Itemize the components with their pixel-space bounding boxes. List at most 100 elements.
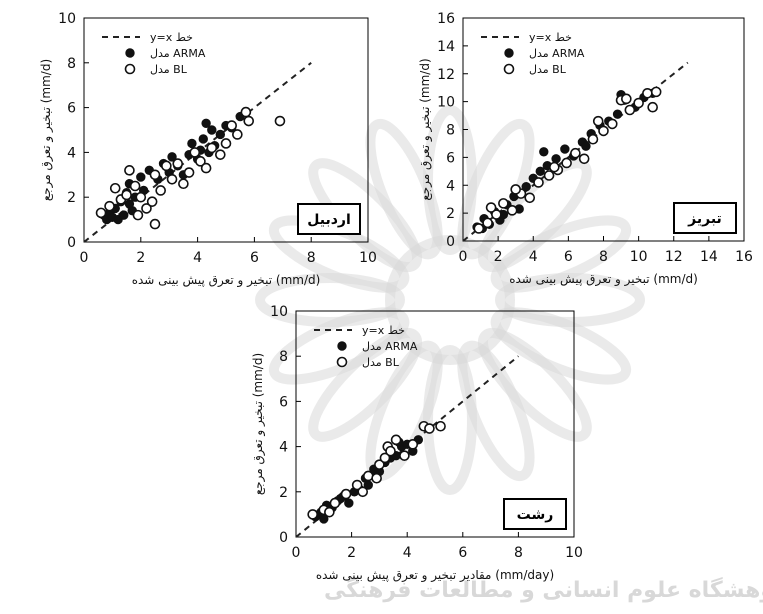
bl-point <box>124 165 135 176</box>
bl-point <box>351 479 363 491</box>
bl-point <box>243 115 255 127</box>
x-tick-label: 10 <box>630 249 648 265</box>
bl-point <box>374 459 385 470</box>
x-tick-label: 6 <box>564 249 573 265</box>
legend-bl-label: مدل BL <box>529 63 567 76</box>
legend-bl-label: مدل BL <box>150 63 188 76</box>
y-axis-label: تبخیر و تعرق مرجع (mm/d) <box>39 59 54 201</box>
watermark-ring <box>385 235 515 365</box>
bl-point <box>340 488 352 500</box>
bl-point <box>510 184 521 195</box>
y-tick-label: 0 <box>67 235 76 251</box>
bl-point <box>135 191 147 203</box>
bl-point <box>109 182 121 194</box>
bl-point <box>329 497 341 509</box>
bl-point <box>549 161 560 173</box>
bl-point <box>215 149 226 160</box>
arma-point <box>560 144 570 154</box>
arma-point <box>198 134 208 144</box>
y-axis-label: تبخیر و تعرق مرجع (mm/d) <box>251 353 266 495</box>
x-tick-label: 10 <box>359 250 377 266</box>
bl-point <box>307 509 318 520</box>
bl-point <box>621 93 632 105</box>
y-tick-label: 14 <box>437 39 455 55</box>
plot-frame <box>295 310 575 538</box>
legend-arma-label: مدل ARMA <box>529 47 585 60</box>
watermark-petal <box>490 215 632 293</box>
bl-point <box>578 153 590 165</box>
arma-point <box>521 181 531 192</box>
bl-point <box>132 209 144 221</box>
arma-point <box>551 154 561 164</box>
bl-point <box>650 86 662 98</box>
x-axis-label: تبخیر و تعرق پیش بینی شده (mm/d) <box>509 272 698 287</box>
y-tick-label: 6 <box>279 394 288 410</box>
arma-point <box>612 109 623 119</box>
bl-point <box>226 120 237 131</box>
y-tick-label: 8 <box>279 349 288 365</box>
bl-point <box>379 452 391 464</box>
legend-arma-swatch <box>504 48 514 58</box>
x-tick-label: 6 <box>458 545 467 561</box>
bl-point <box>624 104 636 116</box>
x-tick-label: 8 <box>599 249 608 265</box>
station-name: تبریز <box>687 211 722 227</box>
bl-point <box>598 125 609 137</box>
legend-arma-swatch <box>125 48 135 58</box>
bl-point <box>524 192 536 204</box>
bl-point <box>491 209 502 220</box>
legend-line-label: y=x خط <box>150 31 193 44</box>
y-tick-label: 4 <box>279 440 288 456</box>
legend-arma-swatch <box>337 341 347 351</box>
bl-point <box>240 106 252 118</box>
chart-panel: 0 2 4 6 8 10 0 2 4 6 8 10 y=x خط مدل ARMA مدل BL رشت تبخ… <box>251 304 583 583</box>
arma-point <box>187 138 197 149</box>
legend-bl-swatch <box>124 63 136 75</box>
legend-line-label: y=x خط <box>362 324 405 337</box>
x-tick-label: 16 <box>735 249 753 265</box>
x-tick-label: 2 <box>494 249 503 265</box>
bl-point <box>506 205 518 216</box>
bl-point <box>390 434 402 446</box>
y-tick-label: 0 <box>446 234 455 250</box>
arma-point <box>207 125 217 135</box>
chart-panel: 0 2 4 6 8 10 0 2 4 6 8 10 y=x خط مدل ARMA مدل BL اردبیل… <box>39 11 377 288</box>
x-tick-label: 4 <box>403 545 412 561</box>
bl-point <box>172 158 184 169</box>
arma-point <box>167 152 177 162</box>
y-tick-label: 4 <box>446 178 455 194</box>
bl-point <box>587 133 599 145</box>
bl-point <box>104 200 115 212</box>
bl-point <box>195 156 206 167</box>
bl-point <box>435 420 446 432</box>
watermark-layer <box>255 105 645 495</box>
x-tick-label: 2 <box>347 545 356 561</box>
bl-point <box>407 439 419 450</box>
legend-line-label: y=x خط <box>529 31 572 44</box>
bl-point <box>357 486 369 498</box>
station-box <box>673 202 737 234</box>
bl-point <box>371 472 382 484</box>
legend-arma-label: مدل ARMA <box>362 340 418 353</box>
bl-point <box>166 173 178 185</box>
plot-frame <box>83 17 369 243</box>
bl-point <box>399 450 410 461</box>
arma-point <box>136 172 146 182</box>
y-tick-label: 8 <box>67 56 76 72</box>
bl-point <box>324 506 335 518</box>
bl-point <box>206 142 218 154</box>
legend-bl-swatch <box>336 356 348 368</box>
y-tick-label: 4 <box>67 145 76 161</box>
arma-point <box>344 498 354 508</box>
bl-point <box>633 97 644 109</box>
bl-point <box>385 445 396 457</box>
x-tick-label: 8 <box>307 250 316 266</box>
bl-point <box>642 87 653 99</box>
bl-point <box>570 147 581 159</box>
bl-point <box>121 189 132 201</box>
x-tick-label: 2 <box>136 250 145 266</box>
bl-point <box>533 177 544 188</box>
y-tick-label: 0 <box>279 530 288 546</box>
bl-point <box>141 203 152 214</box>
bl-point <box>592 115 604 127</box>
